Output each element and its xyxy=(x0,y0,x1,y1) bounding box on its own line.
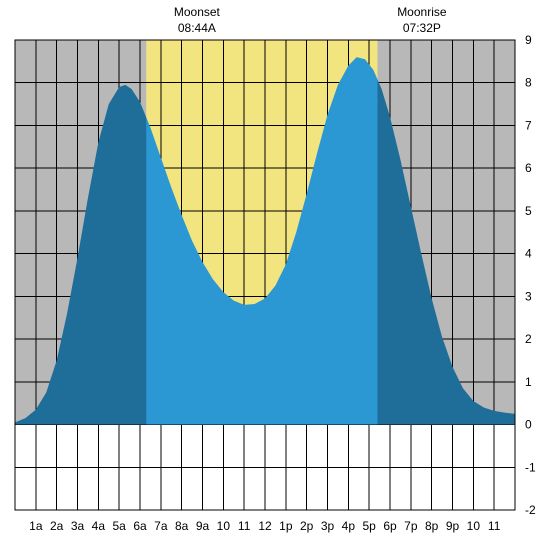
x-tick-label: 4a xyxy=(92,519,106,533)
x-tick-label: 10 xyxy=(467,519,481,533)
y-tick-label: 2 xyxy=(525,332,532,346)
y-tick-label: 3 xyxy=(525,289,532,303)
x-tick-label: 4p xyxy=(342,519,356,533)
x-tick-label: 9a xyxy=(196,519,210,533)
x-tick-label: 2a xyxy=(50,519,64,533)
y-tick-label: 5 xyxy=(525,204,532,218)
x-tick-label: 6p xyxy=(383,519,397,533)
annotation-title: Moonset xyxy=(174,5,221,19)
x-tick-label: 8a xyxy=(175,519,189,533)
x-tick-label: 1a xyxy=(29,519,43,533)
y-tick-label: 1 xyxy=(525,375,532,389)
x-tick-label: 6a xyxy=(133,519,147,533)
annotation-title: Moonrise xyxy=(397,5,447,19)
x-tick-label: 7p xyxy=(404,519,418,533)
x-tick-label: 7a xyxy=(154,519,168,533)
chart-svg: 1a2a3a4a5a6a7a8a9a1011121p2p3p4p5p6p7p8p… xyxy=(0,0,550,550)
x-tick-label: 11 xyxy=(488,519,501,533)
x-tick-label: 3p xyxy=(321,519,335,533)
x-tick-label: 2p xyxy=(300,519,314,533)
annotation-value: 08:44A xyxy=(178,21,216,35)
x-tick-label: 5a xyxy=(112,519,126,533)
x-tick-label: 8p xyxy=(425,519,439,533)
y-tick-label: 8 xyxy=(525,76,532,90)
y-tick-label: 6 xyxy=(525,161,532,175)
y-tick-label: 4 xyxy=(525,247,532,261)
y-tick-label: -2 xyxy=(525,503,536,517)
x-tick-label: 5p xyxy=(362,519,376,533)
night-overlay xyxy=(378,40,516,425)
x-tick-label: 12 xyxy=(258,519,272,533)
y-tick-label: -1 xyxy=(525,460,536,474)
x-tick-label: 3a xyxy=(71,519,85,533)
x-tick-label: 11 xyxy=(238,519,251,533)
y-tick-label: 0 xyxy=(525,418,532,432)
y-tick-label: 9 xyxy=(525,33,532,47)
x-tick-label: 10 xyxy=(217,519,231,533)
tide-chart: 1a2a3a4a5a6a7a8a9a1011121p2p3p4p5p6p7p8p… xyxy=(0,0,550,550)
x-tick-label: 1p xyxy=(279,519,293,533)
y-tick-label: 7 xyxy=(525,118,532,132)
x-axis-labels: 1a 2a 3a 4a 5a 6a 7a 8a 9a 10 11 12 1p 2p 3p 4p 5p 6p 7p 8p… xyxy=(29,519,501,533)
annotation-value: 07:32P xyxy=(403,21,441,35)
x-tick-label: 9p xyxy=(446,519,460,533)
night-overlay xyxy=(15,40,146,425)
